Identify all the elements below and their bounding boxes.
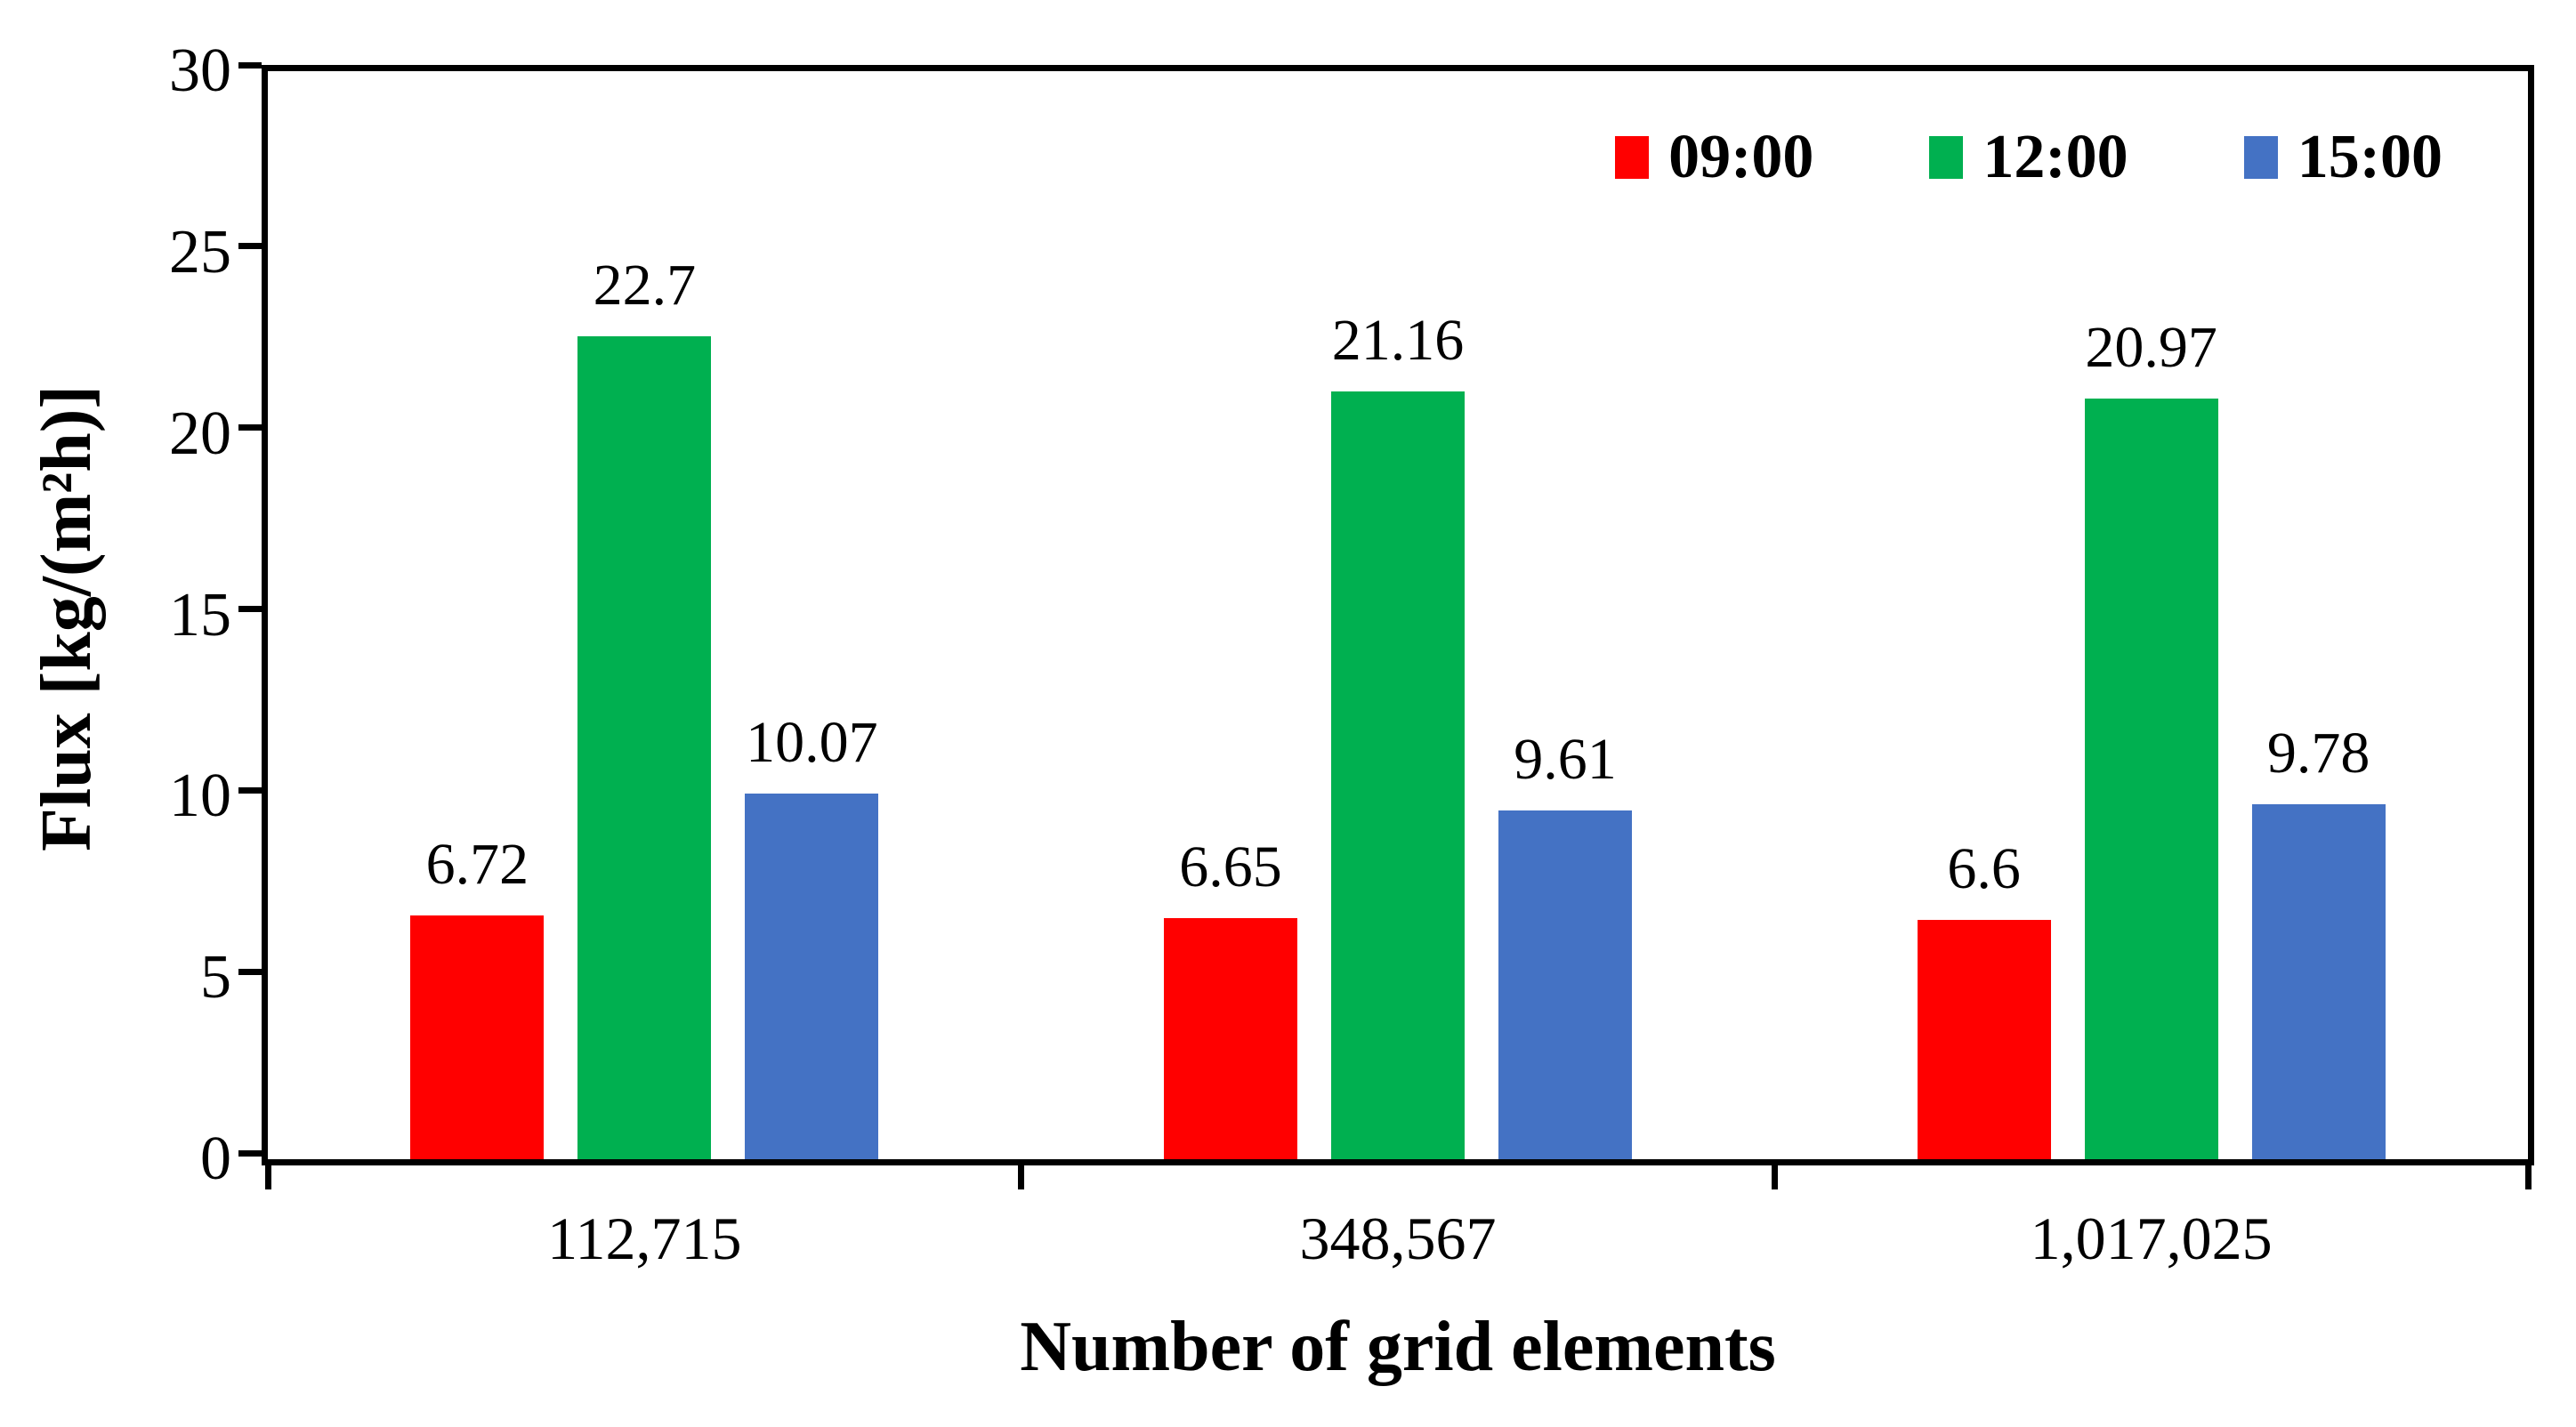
bar-value-label: 9.61 [1514, 727, 1617, 793]
bar-value-label: 20.97 [2085, 315, 2217, 381]
x-tick [1018, 1165, 1025, 1189]
bar-value-label: 21.16 [1331, 308, 1465, 374]
y-tick-label: 0 [200, 1125, 231, 1193]
y-tick-label: 25 [169, 217, 231, 286]
legend-swatch-icon [1929, 136, 1964, 179]
legend-item-0900: 09:00 [1615, 126, 1813, 189]
x-category-label: 1,017,025 [2030, 1205, 2273, 1272]
bar-value-label: 9.78 [2266, 721, 2370, 786]
y-tick-label: 10 [169, 762, 231, 831]
bar-0900-2 [1164, 917, 1297, 1159]
y-tick [238, 606, 262, 612]
y-tick-label: 20 [169, 399, 231, 468]
x-category-label: 112,715 [547, 1205, 742, 1272]
x-tick [1771, 1165, 1778, 1189]
y-tick [238, 243, 262, 250]
plot-area: 6.72 22.7 10.07 6.65 21.16 9.61 6.6 20.97 9.78 0… [238, 61, 2534, 1189]
bar-value-label: 22.7 [593, 252, 697, 318]
legend-item-1500: 15:00 [2243, 123, 2443, 191]
legend-item-1200: 12:00 [1929, 126, 2128, 189]
bar-0900-1 [410, 915, 545, 1159]
y-tick [238, 786, 262, 794]
x-axis-title: Number of grid elements [1020, 1308, 1776, 1386]
y-tick [238, 61, 262, 69]
bar-1200-1 [577, 335, 712, 1159]
bar-1500-2 [1498, 810, 1632, 1159]
bar-1200-2 [1331, 391, 1465, 1159]
y-tick-label: 15 [169, 580, 231, 649]
y-tick [238, 968, 262, 975]
bar-value-label: 6.72 [425, 832, 529, 898]
x-category-label: 348,567 [1299, 1205, 1497, 1272]
bar-0900-3 [1917, 919, 2051, 1159]
legend-swatch-icon [1615, 136, 1650, 179]
legend-label: 12:00 [1982, 123, 2128, 191]
bar-1500-1 [745, 794, 879, 1159]
bar-value-label: 10.07 [746, 710, 878, 776]
bar-value-label: 6.65 [1179, 834, 1282, 899]
y-tick-label: 30 [169, 36, 231, 105]
x-tick [2524, 1165, 2532, 1189]
legend-label: 09:00 [1668, 123, 1814, 191]
y-tick-label: 5 [200, 943, 231, 1012]
legend: 09:00 12:00 15:00 [1615, 126, 2443, 189]
legend-label: 15:00 [2297, 123, 2443, 191]
y-tick [238, 424, 262, 431]
x-tick [264, 1165, 271, 1189]
legend-swatch-icon [2243, 136, 2278, 179]
y-tick [238, 1149, 262, 1157]
bar-value-label: 6.6 [1947, 835, 2021, 901]
bar-1500-3 [2251, 804, 2386, 1159]
bar-1200-3 [2084, 399, 2218, 1159]
